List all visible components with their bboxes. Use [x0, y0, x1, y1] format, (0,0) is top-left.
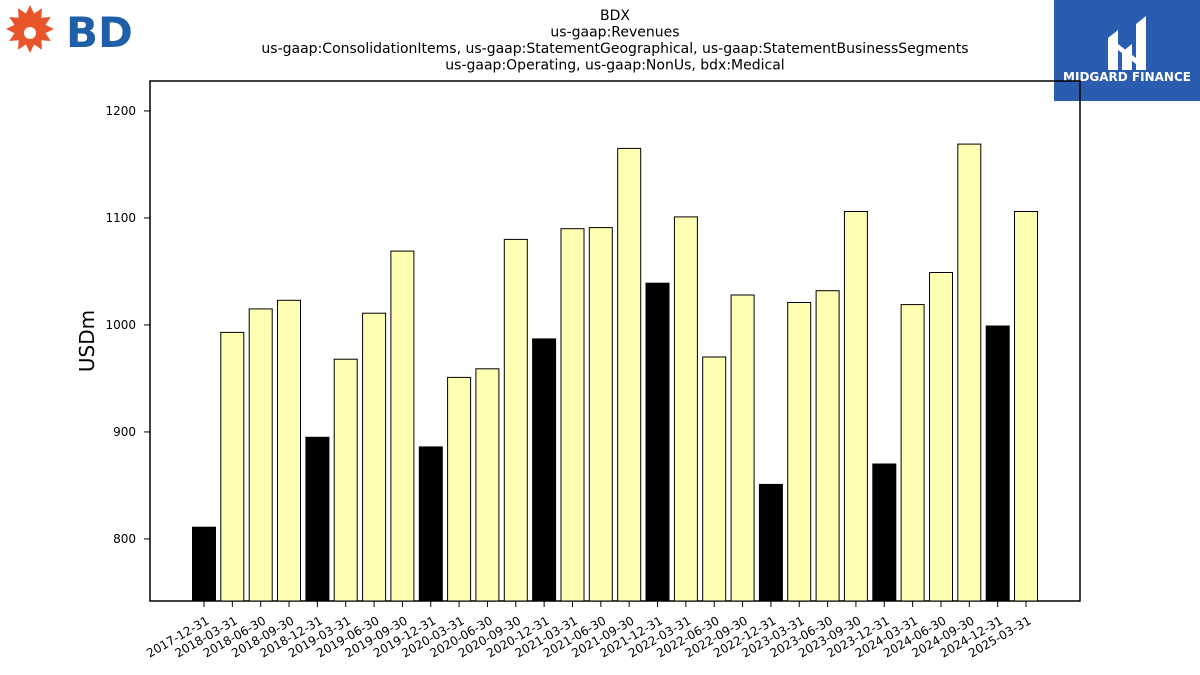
company-logo-text: BD	[66, 8, 133, 57]
x-axis: 2017-12-312018-03-312018-06-302018-09-30…	[144, 601, 1034, 660]
bar	[872, 463, 897, 602]
company-logo: BD	[6, 5, 133, 57]
bar	[588, 227, 613, 602]
bar	[560, 228, 585, 602]
bar	[192, 526, 216, 602]
bar	[390, 250, 415, 602]
bar	[985, 325, 1010, 602]
bar	[248, 308, 273, 602]
bar	[900, 304, 925, 602]
bar	[787, 302, 812, 602]
watermark-text: MIDGARD FINANCE	[1063, 70, 1191, 84]
bar	[1014, 211, 1038, 602]
bar-series	[192, 143, 1038, 602]
bar	[220, 331, 245, 602]
bar	[617, 147, 642, 602]
bar	[758, 483, 783, 602]
y-tick-label: 800	[113, 532, 136, 546]
chart-title: BDXus-gaap:Revenuesus-gaap:Consolidation…	[261, 8, 968, 74]
bar	[447, 376, 472, 602]
y-axis-label: USDm	[75, 310, 99, 372]
bar	[475, 368, 500, 602]
bar	[929, 272, 953, 602]
chart-title-line: us-gaap:Revenues	[550, 25, 679, 41]
bar	[305, 436, 330, 602]
bar	[503, 238, 528, 602]
chart-title-line: us-gaap:ConsolidationItems, us-gaap:Stat…	[261, 41, 968, 57]
bar	[843, 211, 868, 602]
y-axis: 800 900 1000 1100 1200	[105, 104, 150, 546]
burst-icon	[6, 5, 54, 53]
midgard-mark-icon	[1108, 16, 1146, 70]
bar	[815, 290, 840, 602]
y-tick-label: 1200	[105, 104, 136, 118]
bar	[532, 338, 557, 602]
chart-title-line: BDX	[600, 8, 630, 24]
y-tick-label: 900	[113, 425, 136, 439]
bar	[418, 446, 443, 602]
plot-area-frame	[149, 80, 1081, 602]
watermark-logo: MIDGARD FINANCE	[1054, 0, 1200, 101]
bar	[362, 312, 387, 602]
bar	[730, 294, 755, 602]
bar	[673, 216, 698, 602]
y-tick-label: 1100	[105, 211, 136, 225]
bar	[333, 358, 358, 602]
y-tick-label: 1000	[105, 318, 136, 332]
chart-title-line: us-gaap:Operating, us-gaap:NonUs, bdx:Me…	[445, 58, 784, 74]
bar	[645, 282, 670, 602]
bar	[277, 299, 301, 602]
bar	[957, 143, 982, 602]
bar	[702, 356, 727, 602]
